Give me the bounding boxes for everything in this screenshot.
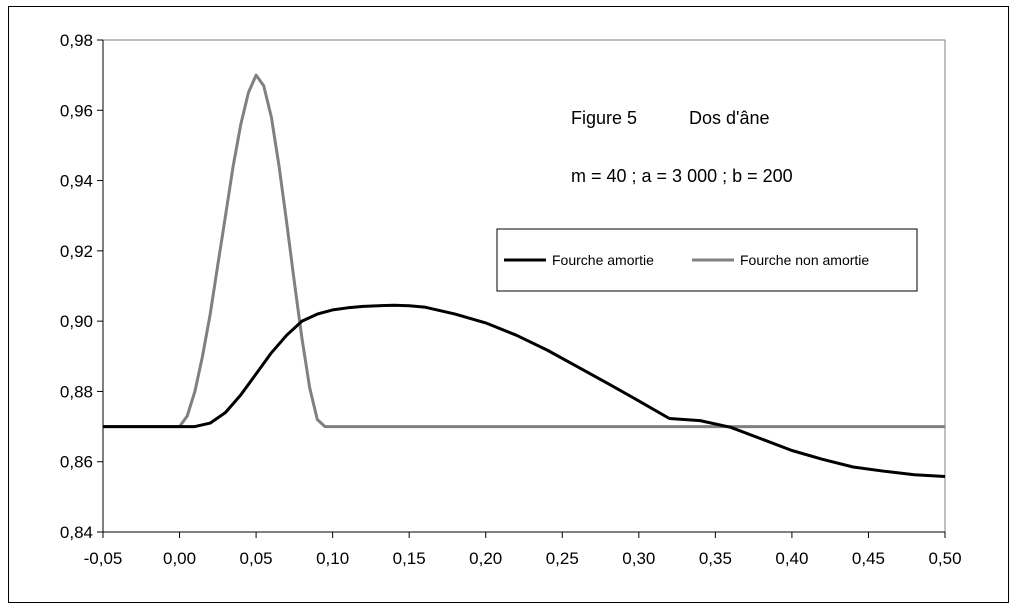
x-axis-ticks: -0,05 0,00 0,05 0,10 0,15 0,20 0,25 0,30 0,35 0,4…: [84, 532, 962, 568]
legend: Fourche amortie Fourche non amortie: [496, 228, 918, 292]
y-tick-label: 0,88: [60, 382, 93, 401]
y-tick-label: 0,96: [60, 101, 93, 120]
y-tick-label: 0,84: [60, 523, 93, 542]
legend-label-fourche-non-amortie: Fourche non amortie: [740, 252, 869, 268]
x-tick-label: 0,45: [852, 549, 885, 568]
x-tick-label: 0,25: [546, 549, 579, 568]
figure-label: Figure 5: [571, 108, 637, 128]
y-tick-label: 0,98: [60, 31, 93, 50]
x-tick-label: 0,50: [928, 549, 961, 568]
x-tick-label: 0,35: [699, 549, 732, 568]
y-axis-ticks: 0,84 0,86 0,88 0,90 0,92 0,94 0,96 0,98: [60, 31, 103, 542]
axes: [102, 40, 945, 533]
chart-frame: [8, 6, 1009, 603]
x-tick-label: 0,30: [622, 549, 655, 568]
series-line-fourche-non-amortie: [103, 73, 945, 429]
parameters-annotation: m = 40 ; a = 3 000 ; b = 200: [571, 166, 793, 186]
x-tick-label: 0,15: [393, 549, 426, 568]
legend-label-fourche-amortie: Fourche amortie: [552, 252, 654, 268]
x-tick-label: 0,20: [469, 549, 502, 568]
x-tick-label: 0,05: [240, 549, 273, 568]
y-tick-label: 0,90: [60, 312, 93, 331]
x-tick-label: 0,40: [775, 549, 808, 568]
x-tick-label: -0,05: [84, 549, 123, 568]
y-tick-label: 0,92: [60, 242, 93, 261]
y-tick-label: 0,86: [60, 453, 93, 472]
x-tick-label: 0,10: [316, 549, 349, 568]
y-tick-label: 0,94: [60, 172, 93, 191]
series-layer: [103, 73, 946, 478]
x-tick-label: 0,00: [163, 549, 196, 568]
series-line-fourche-amortie: [103, 303, 946, 478]
figure-title: Dos d'âne: [689, 108, 770, 128]
